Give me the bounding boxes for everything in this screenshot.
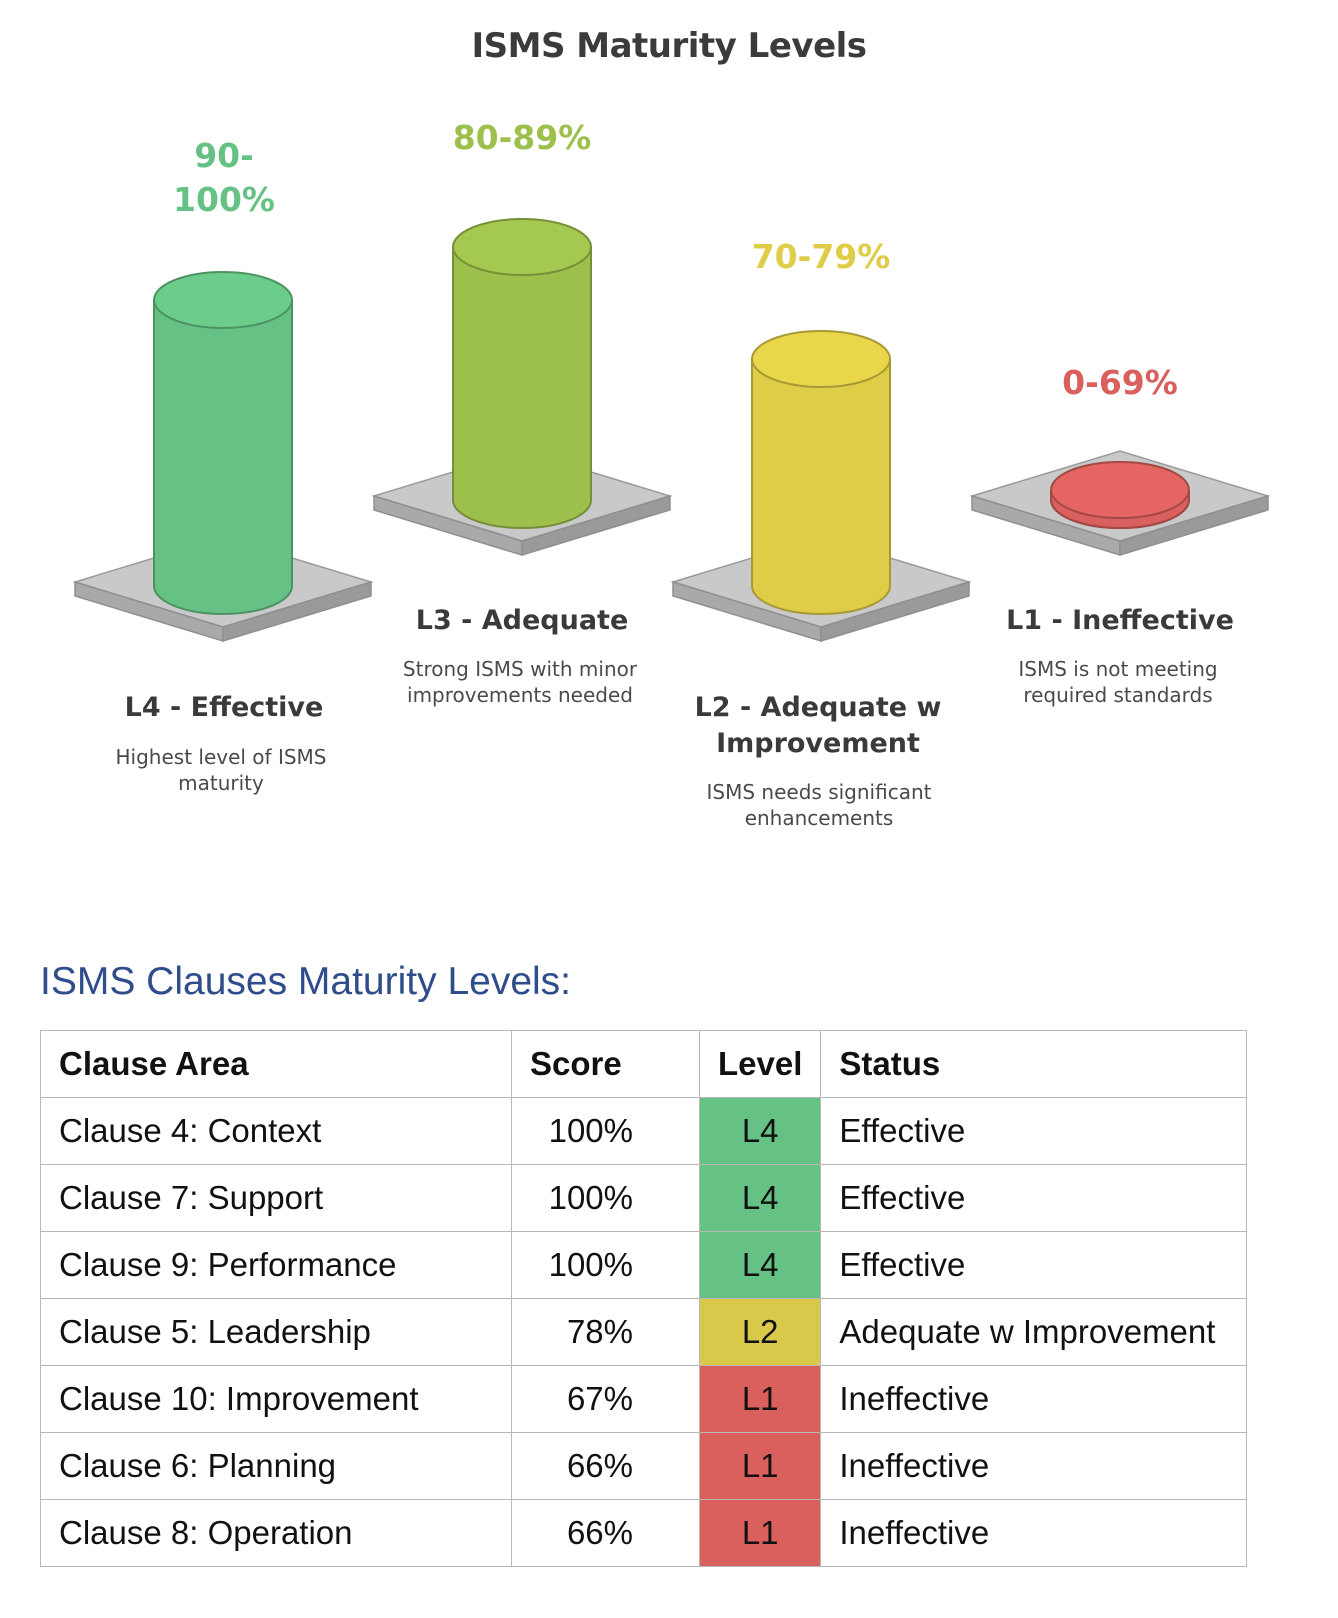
diagram-title: ISMS Maturity Levels [471, 26, 867, 66]
cylinder-top [452, 218, 592, 276]
header-status: Status [820, 1030, 1248, 1098]
level-1-range: 0-69% [1062, 363, 1178, 402]
status-cell: Adequate w Improvement [820, 1298, 1248, 1366]
score-cell: 67% [511, 1365, 700, 1433]
level-2-name: L2 - Adequate w Improvement [694, 692, 942, 759]
clause-area-cell: Clause 9: Performance [40, 1231, 512, 1299]
level-3-name: L3 - Adequate [415, 605, 629, 636]
level-4-range: 90- 100% [124, 134, 324, 222]
clause-area-cell: Clause 10: Improvement [40, 1365, 512, 1433]
level-2-description: ISMS needs significant enhancements [706, 780, 932, 830]
status-cell: Effective [820, 1164, 1248, 1232]
table-row: Clause 6: Planning 66% L1 Ineffective [40, 1432, 1248, 1500]
clause-area-cell: Clause 8: Operation [40, 1499, 512, 1567]
level-4-description: Highest level of ISMS maturity [115, 745, 327, 795]
level-cell: L4 [698, 1231, 822, 1299]
platform-side-right [521, 494, 671, 557]
level-2-range: 70-79% [751, 237, 891, 276]
level-cell: L2 [698, 1298, 822, 1366]
table-row: Clause 7: Support 100% L4 Effective [40, 1164, 1248, 1232]
level-4-range-text: 90- 100% [173, 136, 275, 219]
level-cell: L1 [698, 1432, 822, 1500]
table-row: Clause 8: Operation 66% L1 Ineffective [40, 1499, 1248, 1567]
level-cell: L4 [698, 1164, 822, 1232]
cylinder-body [153, 299, 293, 615]
status-cell: Ineffective [820, 1432, 1248, 1500]
cylinder-top [153, 271, 293, 329]
level-1-description: ISMS is not meeting required standards [1018, 657, 1218, 707]
level-1-name: L1 - Ineffective [1006, 605, 1234, 636]
clause-area-cell: Clause 7: Support [40, 1164, 512, 1232]
cylinder-top [1050, 461, 1190, 519]
pillars-illustration [72, 218, 1271, 643]
clauses-heading: ISMS Clauses Maturity Levels: [40, 960, 572, 1003]
score-cell: 100% [511, 1231, 700, 1299]
clause-area-cell: Clause 5: Leadership [40, 1298, 512, 1366]
score-cell: 78% [511, 1298, 700, 1366]
score-cell: 66% [511, 1432, 700, 1500]
level-4-name: L4 - Effective [124, 692, 324, 723]
clause-area-cell: Clause 6: Planning [40, 1432, 512, 1500]
status-cell: Ineffective [820, 1499, 1248, 1567]
cylinder-top [751, 330, 891, 388]
table-row: Clause 5: Leadership 78% L2 Adequate w I… [40, 1298, 1248, 1366]
level-cell: L4 [698, 1097, 822, 1165]
cylinder-body [751, 358, 891, 615]
header-clause-area: Clause Area [40, 1030, 512, 1098]
status-cell: Effective [820, 1231, 1248, 1299]
disc-rim [1050, 499, 1190, 529]
table-row: Clause 9: Performance 100% L4 Effective [40, 1231, 1248, 1299]
score-cell: 100% [511, 1164, 700, 1232]
cylinder-body [452, 246, 592, 529]
level-3-range: 80-89% [452, 118, 592, 157]
level-cell: L1 [698, 1365, 822, 1433]
platform-side-right [820, 580, 970, 643]
level-3-description: Strong ISMS with minor improvements need… [402, 657, 638, 707]
header-level: Level [698, 1030, 822, 1098]
level-cell: L1 [698, 1499, 822, 1567]
platform-side-right [1119, 494, 1269, 557]
clauses-table: Clause Area Score Level Status Clause 4:… [40, 1030, 1248, 1567]
status-cell: Ineffective [820, 1365, 1248, 1433]
platform-side-right [222, 580, 372, 643]
header-score: Score [511, 1030, 700, 1098]
status-cell: Effective [820, 1097, 1248, 1165]
table-header-row: Clause Area Score Level Status [40, 1030, 1248, 1098]
score-cell: 100% [511, 1097, 700, 1165]
table-row: Clause 10: Improvement 67% L1 Ineffectiv… [40, 1365, 1248, 1433]
table-row: Clause 4: Context 100% L4 Effective [40, 1097, 1248, 1165]
clause-area-cell: Clause 4: Context [40, 1097, 512, 1165]
score-cell: 66% [511, 1499, 700, 1567]
